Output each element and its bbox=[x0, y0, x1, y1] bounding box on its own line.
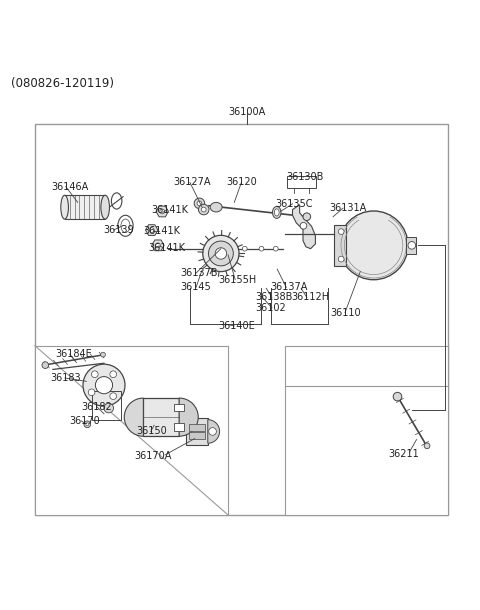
Text: (080826-120119): (080826-120119) bbox=[11, 77, 114, 90]
Circle shape bbox=[104, 403, 114, 413]
Text: 36145: 36145 bbox=[180, 282, 211, 292]
Circle shape bbox=[160, 209, 165, 214]
Ellipse shape bbox=[101, 195, 109, 219]
Text: 36137B: 36137B bbox=[180, 268, 218, 278]
Text: 36184E: 36184E bbox=[55, 349, 92, 359]
Circle shape bbox=[194, 198, 204, 209]
Circle shape bbox=[101, 352, 106, 357]
Circle shape bbox=[42, 362, 48, 368]
Text: 36102: 36102 bbox=[256, 303, 287, 313]
Circle shape bbox=[259, 246, 264, 251]
Text: 36137A: 36137A bbox=[270, 282, 307, 292]
Circle shape bbox=[424, 443, 430, 448]
Text: 36155H: 36155H bbox=[218, 274, 257, 285]
Circle shape bbox=[96, 376, 113, 394]
Circle shape bbox=[156, 243, 160, 248]
Text: 36140E: 36140E bbox=[218, 321, 255, 331]
Circle shape bbox=[274, 246, 278, 251]
Circle shape bbox=[338, 256, 344, 262]
Circle shape bbox=[110, 371, 117, 378]
Text: 36130B: 36130B bbox=[287, 172, 324, 182]
Circle shape bbox=[83, 364, 125, 406]
Bar bbox=[285, 345, 447, 515]
Text: 36183: 36183 bbox=[50, 373, 81, 383]
Circle shape bbox=[408, 242, 416, 249]
Text: 36141K: 36141K bbox=[148, 243, 185, 253]
Bar bbox=[287, 176, 316, 188]
Ellipse shape bbox=[339, 211, 408, 280]
Bar bbox=[65, 195, 105, 219]
Circle shape bbox=[303, 213, 311, 221]
Circle shape bbox=[208, 241, 233, 266]
Text: 36141K: 36141K bbox=[152, 204, 189, 215]
Bar bbox=[35, 124, 447, 515]
Bar bbox=[174, 423, 184, 431]
Bar bbox=[92, 391, 120, 420]
Bar bbox=[144, 398, 179, 436]
Text: 36135C: 36135C bbox=[276, 199, 313, 209]
Text: 36211: 36211 bbox=[388, 449, 419, 459]
Text: 36182: 36182 bbox=[82, 401, 112, 412]
Circle shape bbox=[242, 246, 247, 251]
Circle shape bbox=[84, 421, 91, 428]
Text: 36141K: 36141K bbox=[144, 226, 180, 235]
Ellipse shape bbox=[275, 209, 279, 216]
Text: 36112H: 36112H bbox=[291, 292, 329, 303]
Bar bbox=[35, 345, 228, 515]
Circle shape bbox=[110, 393, 117, 400]
Text: 36170A: 36170A bbox=[134, 451, 171, 461]
Circle shape bbox=[199, 204, 209, 215]
Circle shape bbox=[197, 201, 202, 206]
Circle shape bbox=[338, 229, 344, 234]
Text: 36131A: 36131A bbox=[330, 203, 367, 213]
Circle shape bbox=[300, 223, 307, 229]
Wedge shape bbox=[179, 398, 198, 436]
Bar bbox=[406, 237, 416, 254]
Text: 36120: 36120 bbox=[227, 178, 257, 187]
Circle shape bbox=[209, 428, 216, 436]
Text: 36127A: 36127A bbox=[173, 178, 211, 187]
Circle shape bbox=[393, 392, 402, 401]
Text: 36110: 36110 bbox=[331, 307, 361, 318]
Ellipse shape bbox=[273, 206, 281, 218]
Polygon shape bbox=[292, 205, 315, 249]
Wedge shape bbox=[124, 398, 144, 436]
Wedge shape bbox=[208, 420, 219, 443]
Bar bbox=[174, 404, 184, 411]
Text: 36170: 36170 bbox=[69, 416, 100, 426]
Text: 36146A: 36146A bbox=[51, 182, 89, 192]
Circle shape bbox=[201, 207, 206, 212]
Ellipse shape bbox=[61, 195, 69, 219]
Circle shape bbox=[215, 248, 227, 259]
Text: 36150: 36150 bbox=[136, 426, 167, 437]
Text: 36139: 36139 bbox=[103, 225, 133, 235]
Circle shape bbox=[86, 423, 89, 426]
Bar bbox=[189, 432, 205, 439]
Bar bbox=[335, 224, 347, 266]
Circle shape bbox=[203, 235, 239, 271]
Bar bbox=[186, 418, 208, 445]
Circle shape bbox=[88, 389, 95, 396]
Circle shape bbox=[149, 228, 154, 232]
Text: 36100A: 36100A bbox=[228, 107, 266, 117]
Text: 36138B: 36138B bbox=[256, 292, 293, 303]
Ellipse shape bbox=[210, 203, 222, 212]
Bar bbox=[189, 424, 205, 431]
Circle shape bbox=[92, 371, 98, 378]
